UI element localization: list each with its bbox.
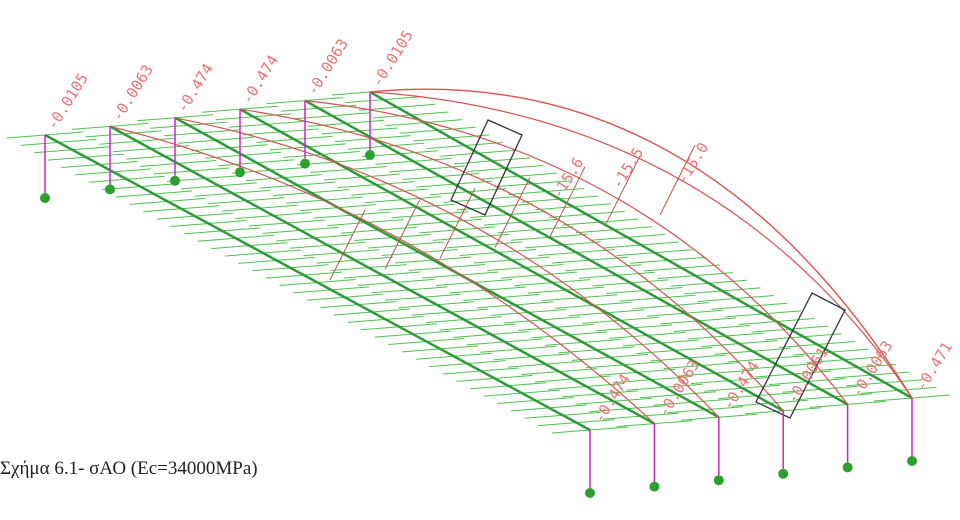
value-label: -0.0063 xyxy=(303,36,352,99)
support-node xyxy=(585,488,595,498)
value-label: -15.5 xyxy=(608,144,647,192)
support-node xyxy=(907,456,917,466)
value-label: -15.0 xyxy=(673,139,712,187)
girder xyxy=(45,135,590,430)
support-node xyxy=(170,176,180,186)
support-node xyxy=(235,167,245,177)
girder xyxy=(370,92,912,398)
support-node xyxy=(843,462,853,472)
support-node xyxy=(714,475,724,485)
value-label: -0.471 xyxy=(912,339,956,394)
figure-page: Σχήμα 6.1- σΑΟ (Ec=34000MPa) -0.0105 -0.0… xyxy=(0,0,960,520)
value-label: -0.0105 xyxy=(43,70,92,133)
support-node xyxy=(649,482,659,492)
value-label: -0.0063 xyxy=(108,61,157,124)
value-label: -0.474 xyxy=(238,52,282,107)
support-node xyxy=(365,150,375,160)
value-label: -0.0105 xyxy=(368,27,417,90)
support-node xyxy=(778,469,788,479)
value-label: -15.6 xyxy=(548,154,587,202)
caption: Σχήμα 6.1- σΑΟ (Ec=34000MPa) xyxy=(0,458,258,479)
support-node xyxy=(40,193,50,203)
bridge-diagram: Σχήμα 6.1- σΑΟ (Ec=34000MPa) -0.0105 -0.0… xyxy=(0,0,960,520)
value-label: -0.474 xyxy=(719,358,763,413)
value-label: -0.474 xyxy=(590,371,634,426)
girder xyxy=(305,101,848,405)
support-node xyxy=(300,159,310,169)
value-label: -0.474 xyxy=(173,60,217,115)
support-node xyxy=(105,184,115,194)
